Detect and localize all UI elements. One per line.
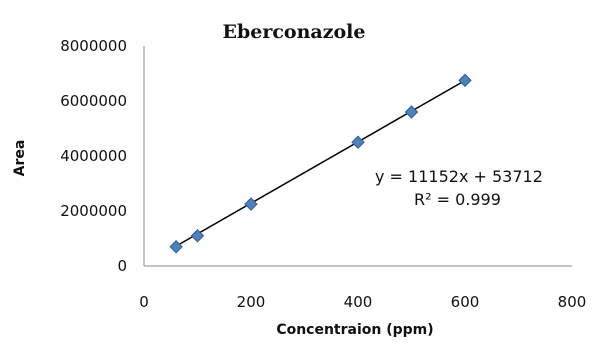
- y-tick-label: 4000000: [60, 147, 127, 165]
- trendline-r2: R² = 0.999: [414, 190, 501, 209]
- x-axis-label: Concentraion (ppm): [276, 322, 433, 338]
- data-point: [244, 197, 258, 211]
- trendline-equation: y = 11152x + 53712: [375, 167, 543, 186]
- y-tick-label: 6000000: [60, 92, 127, 110]
- y-tick-label: 2000000: [60, 202, 127, 220]
- x-tick-label: 0: [139, 293, 149, 311]
- trendline: [175, 79, 466, 247]
- y-tick-label: 8000000: [60, 37, 127, 55]
- data-point: [351, 135, 365, 149]
- data-point: [190, 229, 205, 243]
- data-point: [404, 105, 419, 119]
- x-tick-label: 600: [451, 293, 480, 311]
- chart-title: Eberconazole: [222, 21, 365, 43]
- y-tick-labels: 0 2000000 4000000 6000000 8000000: [60, 37, 127, 275]
- x-tick-label: 400: [344, 293, 373, 311]
- x-tick-label: 200: [237, 293, 266, 311]
- data-point: [458, 73, 472, 88]
- data-point: [169, 240, 183, 254]
- y-tick-label: 0: [117, 257, 127, 275]
- x-tick-labels: 0 200 400 600 800: [139, 293, 586, 311]
- x-tick-label: 800: [558, 293, 587, 311]
- data-points: [169, 73, 472, 254]
- y-axis-label: Area: [12, 140, 28, 177]
